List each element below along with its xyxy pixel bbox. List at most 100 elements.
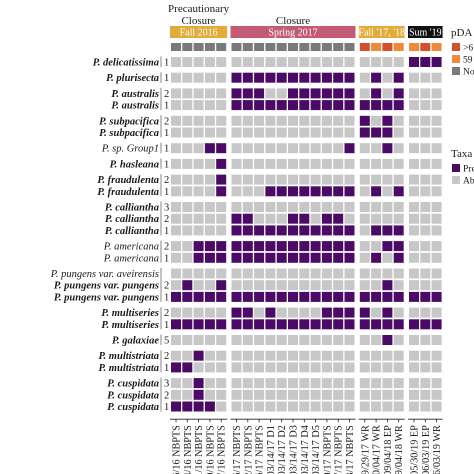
cell-present	[333, 291, 344, 302]
cell-present	[344, 291, 355, 302]
taxon-row	[171, 225, 442, 236]
cell-absent	[254, 158, 265, 169]
cell-absent	[193, 307, 204, 318]
taxon-row	[171, 213, 442, 224]
pda-cell	[242, 43, 253, 51]
cell-absent	[409, 268, 419, 279]
cell-present	[382, 280, 393, 291]
cell-absent	[276, 88, 287, 99]
taxon-row	[171, 158, 442, 169]
cell-present	[231, 252, 242, 263]
cell-absent	[299, 389, 310, 400]
cell-absent	[382, 252, 393, 263]
cell-absent	[216, 213, 227, 224]
cell-absent	[371, 158, 382, 169]
cell-absent	[359, 401, 370, 412]
cell-absent	[344, 335, 355, 345]
cell-absent	[344, 174, 355, 185]
cell-absent	[310, 401, 321, 412]
cell-absent	[420, 350, 431, 361]
pda-cell	[216, 43, 227, 51]
cell-absent	[276, 115, 287, 126]
sample-label: 05/30/19 EP	[410, 425, 421, 474]
cell-absent	[204, 127, 215, 138]
taxon-row	[171, 378, 442, 389]
taxon-replicate: 1	[164, 226, 169, 237]
cell-absent	[276, 213, 287, 224]
cell-absent	[171, 225, 181, 236]
legends: pDA >6 59 No Taxa Pre Abs	[451, 27, 474, 187]
cell-absent	[431, 213, 442, 224]
cell-absent	[420, 72, 431, 83]
pda-legend-swatch	[452, 55, 460, 63]
cell-absent	[216, 57, 227, 67]
cell-absent	[288, 280, 298, 291]
taxon-replicate: 1	[164, 402, 169, 413]
cell-absent	[393, 174, 404, 185]
cell-present	[344, 307, 355, 318]
cell-absent	[420, 378, 431, 389]
cell-absent	[299, 57, 310, 67]
cell-present	[182, 319, 193, 330]
cell-absent	[299, 202, 310, 212]
sample-label: 04/03/17 NBPTS	[345, 425, 356, 474]
cell-absent	[204, 88, 215, 99]
cell-absent	[382, 202, 393, 212]
cell-absent	[359, 378, 370, 389]
cell-present	[254, 241, 265, 252]
cell-present	[204, 143, 215, 154]
cell-absent	[204, 307, 215, 318]
cell-present	[242, 100, 253, 111]
cell-absent	[420, 241, 431, 252]
pda-legend-label: 59	[463, 56, 473, 66]
cell-present	[333, 100, 344, 111]
cell-absent	[182, 88, 193, 99]
cell-absent	[288, 268, 298, 279]
cell-present	[193, 378, 204, 389]
cell-absent	[182, 186, 193, 197]
period-bar	[408, 26, 443, 38]
taxa-legend-title: Taxa	[451, 148, 472, 160]
period-label: Spring 2017	[268, 28, 317, 39]
cell-present	[344, 225, 355, 236]
cell-absent	[276, 280, 287, 291]
cell-absent	[299, 158, 310, 169]
sample-label: 03/14/17 D3	[289, 425, 300, 474]
taxon-replicate: 2	[164, 214, 169, 225]
cell-present	[371, 127, 382, 138]
sample-label: 03/14/17 D2	[277, 425, 288, 474]
cell-absent	[393, 389, 404, 400]
cell-absent	[371, 115, 382, 126]
taxon-name: P. delicatissima	[93, 58, 159, 69]
cell-absent	[276, 335, 287, 345]
cell-absent	[420, 252, 431, 263]
taxon-name: P. cuspidata	[107, 402, 159, 413]
cell-present	[382, 143, 393, 154]
taxon-row	[171, 57, 442, 67]
cell-absent	[333, 401, 344, 412]
cell-absent	[182, 252, 193, 263]
cell-present	[288, 319, 298, 330]
cell-present	[371, 225, 382, 236]
pda-cell	[171, 43, 181, 51]
cell-absent	[393, 127, 404, 138]
cell-absent	[333, 158, 344, 169]
taxon-name: P. pungens var. pungens	[54, 292, 159, 303]
cell-absent	[204, 57, 215, 67]
cell-absent	[182, 241, 193, 252]
cell-absent	[359, 335, 370, 345]
pda-cell	[344, 43, 355, 51]
cell-absent	[171, 307, 181, 318]
cell-present	[344, 72, 355, 83]
taxon-replicate: 1	[164, 101, 169, 112]
cell-absent	[242, 143, 253, 154]
sample-label: 09/26/16 NBPTS	[172, 425, 183, 474]
cell-absent	[431, 186, 442, 197]
cell-present	[265, 319, 276, 330]
cell-absent	[288, 307, 298, 318]
taxon-row	[171, 280, 442, 291]
taxa-labels: P. delicatissima 1 P. plurisecta 1 P. austra…	[50, 56, 169, 413]
cell-present	[254, 252, 265, 263]
cell-absent	[333, 362, 344, 373]
cell-absent	[216, 389, 227, 400]
